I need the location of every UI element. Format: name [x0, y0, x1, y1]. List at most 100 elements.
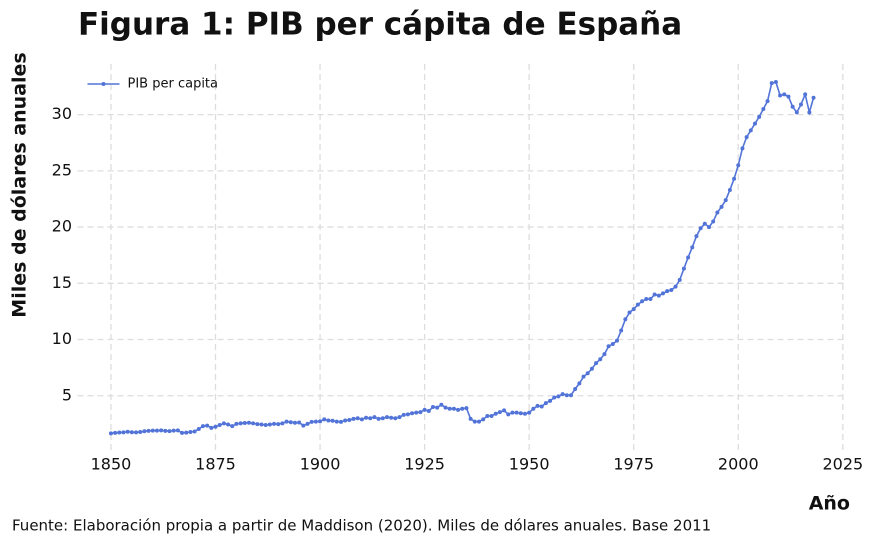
point	[522, 411, 527, 416]
point	[251, 421, 256, 426]
x-tick-label: 1925	[404, 455, 445, 474]
point	[476, 419, 481, 424]
point	[410, 411, 415, 416]
point	[652, 292, 657, 297]
y-tick-label: 25	[52, 160, 72, 179]
point	[736, 163, 741, 168]
point	[380, 416, 385, 421]
x-tick-label: 1900	[300, 455, 341, 474]
point	[539, 404, 544, 409]
point	[635, 302, 640, 307]
x-axis-label: Año	[809, 493, 850, 515]
point	[531, 406, 536, 411]
point	[397, 415, 402, 420]
point	[284, 419, 289, 424]
point	[439, 402, 444, 407]
point	[113, 430, 118, 435]
y-tick-label: 15	[52, 273, 72, 292]
x-tick-label: 2000	[718, 455, 759, 474]
point	[267, 422, 272, 427]
point	[769, 81, 774, 86]
point	[313, 419, 318, 424]
point	[798, 102, 803, 107]
point	[761, 106, 766, 111]
point	[773, 79, 778, 84]
point	[422, 407, 427, 412]
point	[782, 92, 787, 97]
point	[209, 425, 214, 430]
point	[234, 421, 239, 426]
point	[702, 221, 707, 226]
point	[468, 416, 473, 421]
point	[259, 422, 264, 427]
point	[121, 430, 126, 435]
point	[322, 417, 327, 422]
point	[660, 291, 665, 296]
point	[309, 419, 314, 424]
x-tick-label: 1850	[91, 455, 132, 474]
point	[230, 424, 235, 429]
point	[305, 421, 310, 426]
y-tick-label: 20	[52, 217, 72, 236]
point	[502, 408, 507, 413]
point	[573, 387, 578, 392]
point	[217, 423, 222, 428]
point	[117, 430, 122, 435]
point	[485, 414, 490, 419]
point	[301, 423, 306, 428]
point	[623, 317, 628, 322]
point	[171, 428, 176, 433]
point	[146, 428, 151, 433]
point	[226, 422, 231, 427]
y-tick-label: 30	[52, 104, 72, 123]
point	[338, 419, 343, 424]
point	[677, 277, 682, 282]
point	[681, 266, 686, 271]
point	[564, 393, 569, 398]
point	[297, 420, 302, 425]
point	[706, 225, 711, 230]
point	[188, 429, 193, 434]
point	[372, 415, 377, 420]
point	[334, 419, 339, 424]
point	[343, 418, 348, 423]
point	[292, 420, 297, 425]
point	[355, 416, 360, 421]
point	[606, 344, 611, 349]
point	[263, 423, 268, 428]
legend-label: PIB per capita	[128, 77, 219, 92]
line	[110, 81, 815, 435]
point	[405, 412, 410, 417]
point	[794, 110, 799, 115]
point	[790, 104, 795, 109]
point	[627, 310, 632, 315]
point	[711, 219, 716, 224]
point	[752, 121, 757, 126]
point	[506, 412, 511, 417]
point	[648, 297, 653, 302]
x-tick-label: 1950	[509, 455, 550, 474]
point	[393, 416, 398, 421]
point	[192, 429, 197, 434]
point	[330, 418, 335, 423]
point	[351, 416, 356, 421]
point	[807, 110, 812, 115]
point	[644, 297, 649, 302]
point	[631, 307, 636, 312]
y-tick-label: 5	[62, 385, 72, 404]
point	[548, 398, 553, 403]
point	[159, 428, 164, 433]
point	[472, 419, 477, 424]
point	[464, 406, 469, 411]
point	[163, 428, 168, 433]
point	[347, 417, 352, 422]
x-tick-label: 2025	[822, 455, 863, 474]
point	[456, 407, 461, 412]
point	[288, 420, 293, 425]
point	[359, 417, 364, 422]
point	[481, 417, 486, 422]
point	[594, 361, 599, 366]
point	[125, 429, 130, 434]
point	[610, 342, 615, 347]
